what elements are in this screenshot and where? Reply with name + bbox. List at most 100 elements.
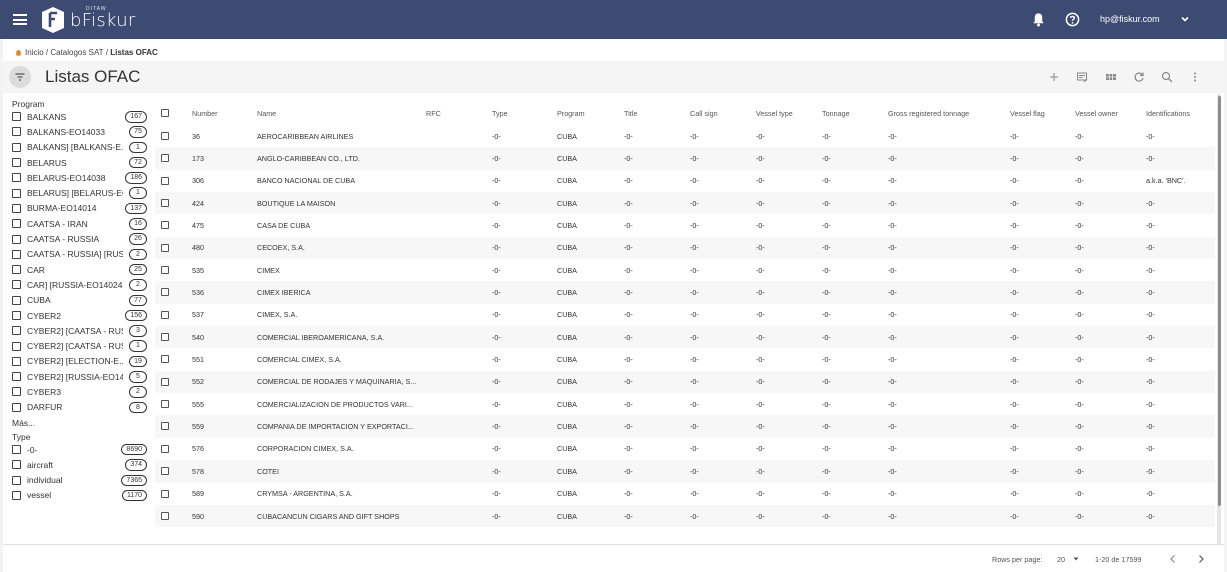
program-filter-item[interactable]: DARFUR 8 xyxy=(3,400,153,415)
row-checkbox[interactable] xyxy=(161,333,169,342)
next-page-icon[interactable] xyxy=(1196,553,1206,565)
table-row[interactable]: 424 BOUTIQUE LA MAISON -0- CUBA -0- -0- -0- -0-… xyxy=(155,192,1215,215)
checkbox[interactable] xyxy=(12,475,21,485)
checkbox[interactable] xyxy=(12,295,21,305)
row-checkbox[interactable] xyxy=(161,266,169,275)
checkbox[interactable] xyxy=(12,158,21,168)
column-header-gross-tonnage[interactable]: Gross registered tonnage xyxy=(888,108,970,118)
checkbox[interactable] xyxy=(12,249,21,259)
program-filter-item[interactable]: BALKANS] [BALKANS-E... 1 xyxy=(3,140,153,155)
program-filter-item[interactable]: CAATSA - RUSSIA] [RUSS... 2 xyxy=(3,247,153,262)
table-row[interactable]: 559 COMPANIA DE IMPORTACION Y EXPORTACI..… xyxy=(155,415,1215,438)
row-checkbox[interactable] xyxy=(161,511,169,520)
breadcrumb-home[interactable]: Inicio xyxy=(25,48,44,57)
filter-toggle-button[interactable] xyxy=(9,66,31,88)
table-row[interactable]: 578 COTEI -0- CUBA -0- -0- -0- -0- -0- -0- -0- -0- xyxy=(155,460,1215,483)
refresh-icon[interactable] xyxy=(1133,71,1145,83)
column-header-program[interactable]: Program xyxy=(557,108,585,118)
type-filter-item[interactable]: -0- 8690 xyxy=(3,442,153,457)
type-filter-item[interactable]: aircraft 374 xyxy=(3,457,153,472)
column-header-title[interactable]: Title xyxy=(624,108,638,118)
user-email[interactable]: hp@fiskur.com xyxy=(1100,14,1160,24)
table-row[interactable]: 590 CUBACANCUN CIGARS AND GIFT SHOPS -0- CU… xyxy=(155,504,1215,528)
column-header-name[interactable]: Name xyxy=(257,108,277,118)
checkbox[interactable] xyxy=(12,460,21,470)
program-filter-item[interactable]: BALKANS 167 xyxy=(3,109,153,124)
rows-per-page-select[interactable]: 20 xyxy=(1057,555,1065,564)
checkbox[interactable] xyxy=(12,234,21,244)
row-checkbox[interactable] xyxy=(161,400,169,409)
row-checkbox[interactable] xyxy=(161,310,169,319)
chevron-down-icon[interactable] xyxy=(1072,555,1080,563)
column-header-vessel-type[interactable]: Vessel type xyxy=(756,108,793,118)
column-header-vessel-owner[interactable]: Vessel owner xyxy=(1075,108,1118,118)
type-filter-item[interactable]: vessel 1170 xyxy=(3,488,153,503)
table-row[interactable]: 306 BANCO NACIONAL DE CUBA -0- CUBA -0- -0- -0… xyxy=(155,170,1215,192)
checkbox[interactable] xyxy=(12,173,21,183)
program-filter-item[interactable]: BELARUS] [BELARUS-EO... 1 xyxy=(3,185,153,200)
chevron-down-icon[interactable] xyxy=(1180,14,1190,24)
table-row[interactable]: 536 CIMEX IBERICA -0- CUBA -0- -0- -0- -0- -0- -0… xyxy=(155,281,1215,304)
checkbox[interactable] xyxy=(12,490,21,500)
program-filter-item[interactable]: CYBER3 2 xyxy=(3,384,153,399)
breadcrumb-catalogos[interactable]: Catalogos SAT xyxy=(50,48,104,57)
column-header-number[interactable]: Number xyxy=(192,108,218,118)
table-row[interactable]: 537 CIMEX, S.A. -0- CUBA -0- -0- -0- -0- -0- -0- -… xyxy=(155,304,1215,326)
row-checkbox[interactable] xyxy=(161,444,169,453)
table-row[interactable]: 589 CRYMSA - ARGENTINA, S.A. -0- CUBA -0- -0-… xyxy=(155,483,1215,505)
column-header-rfc[interactable]: RFC xyxy=(426,108,441,118)
column-header-tonnage[interactable]: Tonnage xyxy=(822,108,850,118)
program-filter-item[interactable]: BURMA-EO14014 137 xyxy=(3,201,153,216)
program-filter-item[interactable]: CAR 25 xyxy=(3,262,153,277)
checkbox[interactable] xyxy=(12,188,21,198)
row-checkbox[interactable] xyxy=(161,377,169,386)
checkbox[interactable] xyxy=(12,203,21,213)
row-checkbox[interactable] xyxy=(161,176,169,185)
checkbox[interactable] xyxy=(12,142,21,152)
program-filter-item[interactable]: CYBER2] [CAATSA - RUS... 3 xyxy=(3,323,153,338)
program-filter-item[interactable]: CAR] [RUSSIA-EO14024 2 xyxy=(3,277,153,292)
table-row[interactable]: 552 COMERCIAL DE RODAJES Y MAQUINARIA, S.… xyxy=(155,370,1215,394)
edit-columns-icon[interactable] xyxy=(1076,71,1088,83)
program-filter-item[interactable]: BELARUS 72 xyxy=(3,155,153,170)
checkbox[interactable] xyxy=(12,372,21,382)
table-row[interactable]: 540 COMERCIAL IBEROAMERICANA, S.A. -0- CUBA… xyxy=(155,326,1215,349)
program-filter-item[interactable]: CUBA 77 xyxy=(3,293,153,308)
program-filter-item[interactable]: CYBER2] [CAATSA - RUS... 1 xyxy=(3,338,153,353)
table-row[interactable]: 555 COMERCIALIZACION DE PRODUCTOS VARI...… xyxy=(155,393,1215,415)
program-filter-item[interactable]: CYBER2] [RUSSIA-EO14... 5 xyxy=(3,369,153,384)
column-header-call-sign[interactable]: Call sign xyxy=(690,108,718,118)
checkbox[interactable] xyxy=(12,265,21,275)
table-row[interactable]: 475 CASA DE CUBA -0- CUBA -0- -0- -0- -0- -0- -0-… xyxy=(155,214,1215,236)
program-filter-item[interactable]: CAATSA - IRAN 16 xyxy=(3,216,153,231)
table-row[interactable]: 551 COMERCIAL CIMEX, S.A. -0- CUBA -0- -0- -0-… xyxy=(155,348,1215,370)
program-filter-item[interactable]: BELARUS-EO14038 186 xyxy=(3,170,153,185)
program-filter-item[interactable]: CAATSA - RUSSIA 26 xyxy=(3,231,153,246)
row-checkbox[interactable] xyxy=(161,467,169,476)
checkbox[interactable] xyxy=(12,112,21,122)
checkbox[interactable] xyxy=(12,326,21,336)
program-filter-item[interactable]: CYBER2 156 xyxy=(3,308,153,323)
menu-icon[interactable] xyxy=(13,14,27,25)
add-icon[interactable] xyxy=(1048,71,1060,83)
row-checkbox[interactable] xyxy=(161,243,169,252)
table-view-icon[interactable] xyxy=(1105,71,1117,83)
column-header-identifications[interactable]: Identifications xyxy=(1146,108,1190,118)
checkbox[interactable] xyxy=(12,387,21,397)
row-checkbox[interactable] xyxy=(161,199,169,208)
column-header-vessel-flag[interactable]: Vessel flag xyxy=(1010,108,1045,118)
table-scrollbar-thumb[interactable] xyxy=(1218,96,1221,506)
help-icon[interactable] xyxy=(1065,12,1080,27)
table-row[interactable]: 480 CECOEX, S.A. -0- CUBA -0- -0- -0- -0- -0- -0-… xyxy=(155,236,1215,260)
more-vert-icon[interactable] xyxy=(1189,71,1201,83)
checkbox[interactable] xyxy=(12,356,21,366)
select-all-checkbox[interactable] xyxy=(161,109,169,117)
checkbox[interactable] xyxy=(12,445,21,455)
column-header-type[interactable]: Type xyxy=(492,108,508,118)
table-row[interactable]: 576 CORPORACION CIMEX, S.A. -0- CUBA -0- -0- -… xyxy=(155,438,1215,460)
app-logo[interactable]: DITAW bFiskur xyxy=(40,5,136,35)
checkbox[interactable] xyxy=(12,341,21,351)
notification-bell-icon[interactable] xyxy=(1031,12,1046,27)
table-row[interactable]: 36 AEROCARIBBEAN AIRLINES -0- CUBA -0- -0- -0-… xyxy=(155,125,1215,147)
table-row[interactable]: 535 CIMEX -0- CUBA -0- -0- -0- -0- -0- -0- -0- -0- xyxy=(155,259,1215,281)
